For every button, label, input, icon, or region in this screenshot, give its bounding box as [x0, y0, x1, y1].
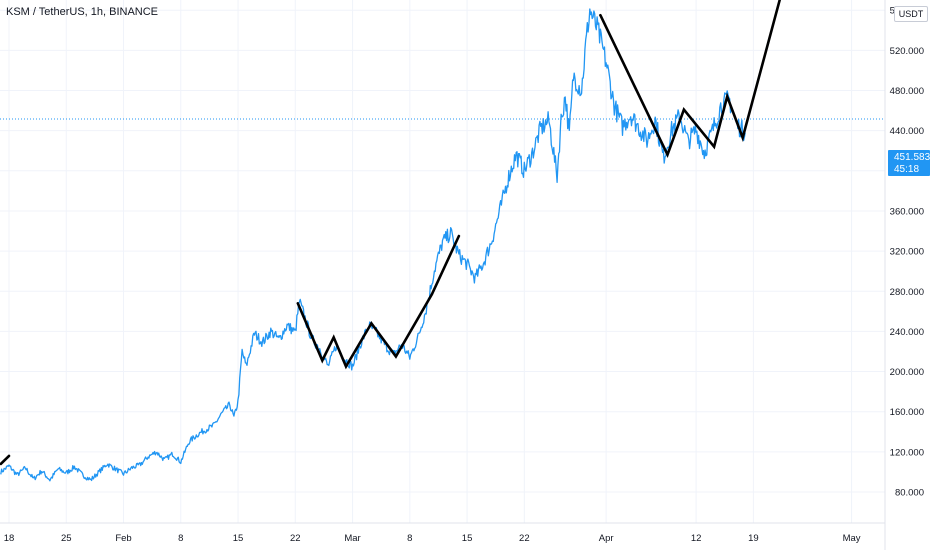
drawings[interactable] — [0, 0, 785, 466]
x-tick-label: 15 — [462, 533, 473, 544]
x-axis[interactable]: 18 25 Feb 8 15 22 Mar 8 15 22 Apr 12 19 May — [0, 522, 885, 544]
drawn-zigzag-1[interactable] — [296, 234, 461, 370]
y-tick-label: 280.000 — [890, 287, 924, 298]
x-tick-label: 12 — [691, 533, 702, 544]
last-price-badge: 451.583 45:18 — [888, 150, 930, 176]
plot-area — [0, 8, 885, 482]
currency-button[interactable]: USDT — [894, 6, 928, 22]
x-tick-label: Mar — [344, 533, 360, 544]
y-tick-label: 80.000 — [895, 488, 924, 499]
x-tick-label: 22 — [290, 533, 301, 544]
y-tick-label: 320.000 — [890, 247, 924, 258]
x-tick-label: Apr — [599, 533, 614, 544]
drawn-zigzag-2[interactable] — [599, 0, 784, 159]
drawn-line-start[interactable] — [0, 454, 11, 466]
price-series-line — [0, 8, 746, 482]
y-tick-label: 160.000 — [890, 407, 924, 418]
x-tick-label: 25 — [61, 533, 72, 544]
x-tick-label: Feb — [115, 533, 131, 544]
y-tick-label: 520.000 — [890, 46, 924, 57]
bar-countdown-label: 45:18 — [894, 164, 920, 175]
y-tick-label: 200.000 — [890, 367, 924, 378]
y-tick-label: 120.000 — [890, 447, 924, 458]
x-tick-label: 22 — [519, 533, 530, 544]
y-tick-label: 360.000 — [890, 206, 924, 217]
x-tick-label: 8 — [407, 533, 412, 544]
y-tick-label: 440.000 — [890, 126, 924, 137]
chart-title: KSM / TetherUS, 1h, BINANCE — [6, 6, 159, 18]
y-tick-label: 240.000 — [890, 327, 924, 338]
y-axis[interactable]: 80.000 120.000 160.000 200.000 240.000 280.00… — [884, 0, 924, 550]
x-tick-label: 19 — [748, 533, 759, 544]
x-tick-label: 18 — [4, 533, 15, 544]
x-tick-label: May — [843, 533, 861, 544]
last-price-label: 451.583 — [894, 152, 931, 163]
x-tick-label: 8 — [178, 533, 183, 544]
y-tick-label: 480.000 — [890, 86, 924, 97]
x-tick-label: 15 — [233, 533, 244, 544]
grid — [0, 0, 885, 523]
